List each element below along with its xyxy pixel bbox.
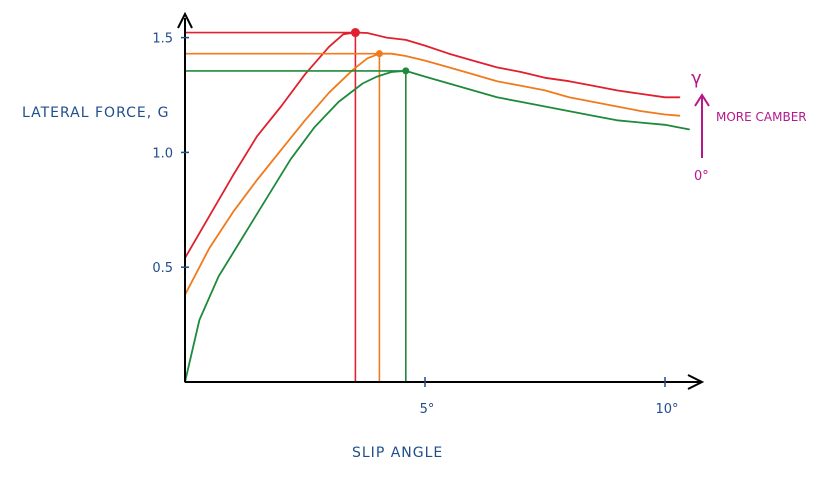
- y-axis-arrow-icon: [177, 11, 193, 29]
- peak-point-0: [350, 28, 360, 38]
- x-axis-label: SLIP ANGLE: [352, 445, 443, 461]
- y-tick-label-2: 1.5: [152, 32, 173, 47]
- y-tick-label-0: 0.5: [152, 261, 173, 276]
- up-arrow-icon: [694, 93, 710, 107]
- x-tick-label-1: 10°: [655, 402, 678, 417]
- more-camber-label: MORE CAMBER: [716, 110, 807, 124]
- series-line-1: [184, 52, 681, 296]
- x-tick-label-0: 5°: [420, 402, 435, 417]
- peak-point-1: [375, 50, 383, 58]
- gamma-symbol: γ: [691, 68, 702, 89]
- series-layer: [184, 28, 690, 383]
- camber-annotation: γ MORE CAMBER 0°: [691, 68, 807, 184]
- ticks: 0.5 1.0 1.5 5° 10°: [152, 32, 678, 417]
- axes: [177, 11, 705, 390]
- series-line-2: [184, 70, 690, 383]
- zero-degree-label: 0°: [694, 169, 709, 184]
- series-line-0: [184, 31, 681, 259]
- peak-point-2: [402, 67, 410, 75]
- x-axis-arrow-icon: [687, 374, 705, 390]
- y-axis-label: LATERAL FORCE, G: [22, 105, 169, 121]
- y-tick-label-1: 1.0: [152, 146, 173, 161]
